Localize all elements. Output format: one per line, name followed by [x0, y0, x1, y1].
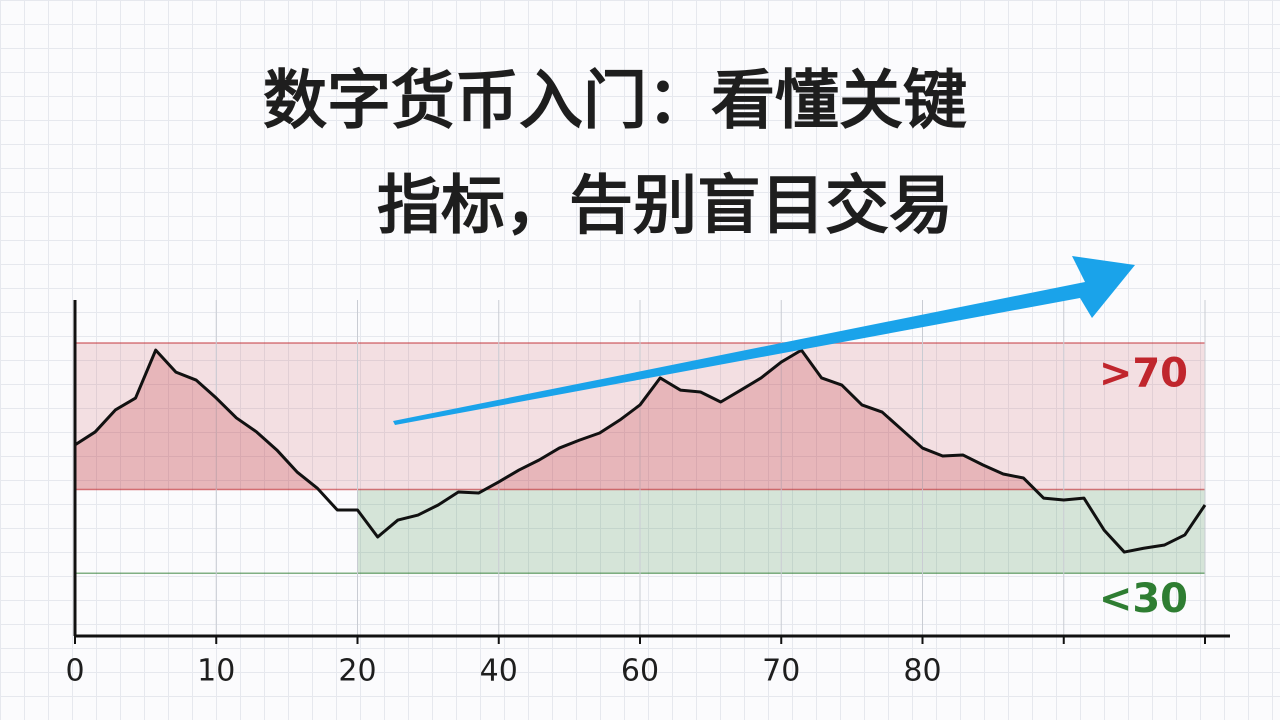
x-tick-label: 0	[65, 654, 84, 689]
series	[74, 348, 1207, 554]
area-above	[75, 350, 1205, 490]
title-line: 指标，告别盲目交易	[377, 170, 953, 244]
trend-arrow	[393, 256, 1135, 425]
x-tick-label: 60	[621, 654, 659, 689]
line	[74, 348, 1207, 554]
x-tick-label: 80	[903, 654, 941, 689]
x-tick-label: 40	[480, 654, 518, 689]
grid	[74, 300, 1206, 644]
x-tick-label: 20	[338, 654, 376, 689]
threshold-label: <30	[1099, 576, 1188, 622]
title-line: 数字货币入门：看懂关键	[263, 65, 967, 139]
threshold-label: >70	[1099, 351, 1188, 397]
x-tick-label: 70	[762, 654, 800, 689]
x-tick-label: 10	[197, 654, 235, 689]
